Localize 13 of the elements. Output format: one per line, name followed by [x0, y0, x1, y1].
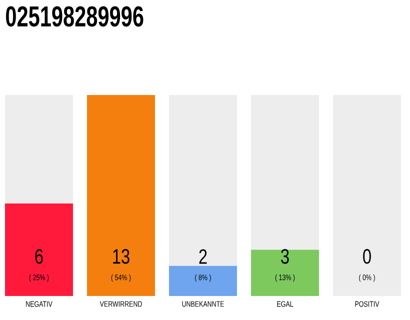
bar [169, 266, 238, 296]
bar [169, 94, 238, 266]
text: 13 [113, 248, 130, 264]
bar [87, 94, 155, 296]
bar [251, 94, 320, 250]
chart-title: 025198289996 [6, 6, 144, 27]
bar [5, 94, 73, 204]
text: 3 [281, 248, 289, 264]
text: 2 [199, 249, 207, 264]
bar [5, 204, 73, 296]
text: 6 [35, 248, 43, 264]
text: 0 [363, 248, 371, 264]
bar [251, 250, 320, 296]
